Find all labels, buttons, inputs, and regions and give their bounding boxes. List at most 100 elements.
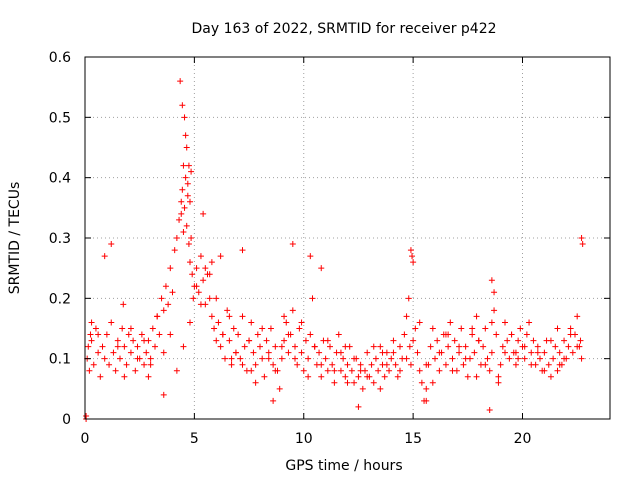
data-point xyxy=(302,337,309,344)
data-point xyxy=(106,361,113,368)
data-point xyxy=(407,361,414,368)
data-point xyxy=(552,343,559,350)
data-point xyxy=(545,361,552,368)
data-point xyxy=(112,367,119,374)
data-point xyxy=(495,373,502,380)
data-point xyxy=(228,361,235,368)
data-point xyxy=(141,361,148,368)
data-point xyxy=(226,313,233,320)
data-point xyxy=(445,343,452,350)
data-point xyxy=(530,337,537,344)
data-point xyxy=(491,307,498,314)
data-point xyxy=(390,349,397,356)
data-point xyxy=(526,319,533,326)
data-point xyxy=(556,361,563,368)
data-point xyxy=(451,337,458,344)
data-point xyxy=(460,361,467,368)
data-point xyxy=(120,301,127,308)
data-point xyxy=(377,385,384,392)
data-point xyxy=(537,355,543,362)
data-point xyxy=(370,343,377,350)
data-point xyxy=(502,349,508,356)
data-point xyxy=(569,349,576,356)
data-point xyxy=(267,325,274,332)
data-point xyxy=(318,265,325,272)
data-point xyxy=(469,331,476,338)
data-point xyxy=(442,361,449,368)
data-point xyxy=(318,361,325,368)
data-point xyxy=(528,349,535,356)
data-point xyxy=(103,331,110,338)
data-point xyxy=(183,144,190,151)
data-point xyxy=(101,253,108,260)
data-point xyxy=(292,355,298,362)
data-point xyxy=(473,373,480,380)
data-point xyxy=(272,367,279,374)
data-point xyxy=(574,313,581,320)
data-point xyxy=(567,331,574,338)
data-point xyxy=(394,373,401,380)
data-point xyxy=(486,406,493,413)
data-point xyxy=(556,349,563,356)
data-point xyxy=(335,331,342,338)
data-point xyxy=(228,355,235,362)
data-point xyxy=(99,343,106,350)
data-point xyxy=(305,355,312,362)
data-point xyxy=(475,337,482,344)
data-point xyxy=(197,301,204,308)
data-point xyxy=(180,228,187,235)
data-point xyxy=(512,349,519,356)
data-point xyxy=(145,373,152,380)
data-point xyxy=(547,337,554,344)
data-point xyxy=(110,349,117,356)
data-point xyxy=(154,313,161,320)
data-point xyxy=(188,168,195,175)
data-point xyxy=(414,349,421,356)
data-point xyxy=(90,361,97,368)
data-point xyxy=(488,277,495,284)
data-point xyxy=(272,343,279,350)
data-point xyxy=(147,361,154,368)
data-point xyxy=(344,361,351,368)
data-point xyxy=(300,367,307,374)
data-point xyxy=(316,349,323,356)
data-point xyxy=(259,325,266,332)
data-point xyxy=(515,355,522,362)
data-point xyxy=(348,367,355,374)
data-point xyxy=(508,331,515,338)
data-point xyxy=(541,367,548,374)
data-point xyxy=(183,222,190,229)
data-point xyxy=(377,343,384,350)
data-point xyxy=(340,355,347,362)
data-point xyxy=(263,337,270,344)
data-point xyxy=(87,331,94,338)
data-point xyxy=(169,289,176,296)
data-point xyxy=(541,349,548,356)
data-point xyxy=(429,379,436,386)
data-point xyxy=(370,379,377,386)
data-point xyxy=(208,313,215,320)
data-point xyxy=(561,355,568,362)
data-point xyxy=(132,367,139,374)
data-point xyxy=(579,241,586,248)
chart-title: Day 163 of 2022, SRMTID for receiver p42… xyxy=(191,21,496,37)
data-point xyxy=(281,337,288,344)
x-tick-label: 0 xyxy=(81,431,90,447)
data-point xyxy=(397,343,403,350)
data-point xyxy=(482,325,489,332)
data-point xyxy=(517,325,524,332)
data-point xyxy=(114,343,121,350)
data-point xyxy=(182,174,189,181)
data-point xyxy=(386,367,393,374)
data-point xyxy=(119,325,126,332)
data-point xyxy=(364,373,371,380)
data-point xyxy=(276,385,283,392)
data-point xyxy=(292,343,298,350)
data-point xyxy=(351,379,358,386)
data-point xyxy=(176,216,183,223)
data-point xyxy=(322,355,329,362)
data-point xyxy=(226,337,233,344)
data-point xyxy=(224,307,231,314)
data-point xyxy=(83,412,90,419)
data-point xyxy=(202,265,209,272)
